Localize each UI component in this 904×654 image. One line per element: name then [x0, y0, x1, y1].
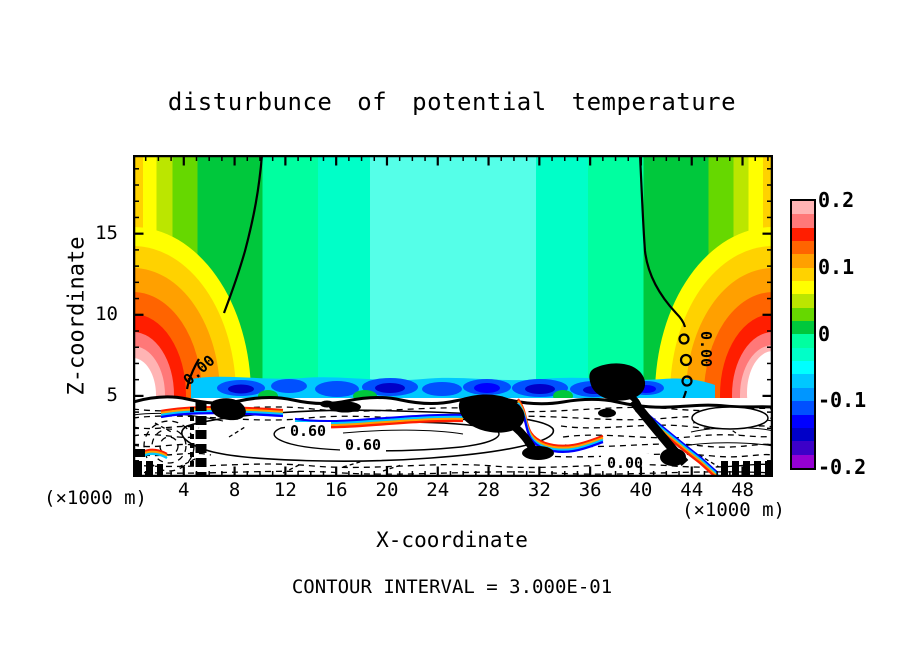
colorbar-band — [792, 454, 814, 468]
x-tick-label: 20 — [375, 479, 399, 501]
colorbar-band — [792, 307, 814, 322]
z-tick-label: 5 — [106, 383, 118, 406]
svg-text:0.00: 0.00 — [607, 454, 643, 472]
svg-text:0.60: 0.60 — [345, 436, 381, 454]
x-tick-label: 12 — [273, 479, 297, 501]
x-tick-label: 44 — [680, 479, 704, 501]
colorbar-tick-label: 0.1 — [818, 254, 855, 279]
zero-contour-lines — [185, 154, 693, 413]
colorbar-band — [792, 361, 814, 375]
colorbar-band — [792, 241, 814, 255]
colorbar-band — [792, 294, 814, 308]
left-warm-fan — [133, 227, 251, 398]
x-axis-label: X-coordinate — [376, 528, 528, 552]
colorbar-band — [792, 387, 814, 402]
x-tick-label: 40 — [629, 479, 653, 501]
colorbar-band — [792, 401, 814, 415]
contour-interval-note: CONTOUR INTERVAL = 3.000E-01 — [291, 576, 613, 598]
svg-text:0.00: 0.00 — [697, 331, 715, 367]
colorbar-band — [792, 281, 814, 295]
boundary-layer-labels: 0.60 0.60 0.00 — [285, 422, 649, 472]
z-tick-label: 15 — [95, 221, 118, 244]
plot-area: 0.00 0.00 — [132, 154, 774, 481]
x-tick-label: 16 — [324, 479, 348, 501]
colorbar — [790, 199, 816, 470]
x-tick-label: 32 — [527, 479, 551, 501]
colorbar-band — [792, 441, 814, 455]
colorbar-labels: 0.2 0.1 0 -0.1 -0.2 — [818, 188, 878, 489]
svg-text:0.60: 0.60 — [290, 422, 326, 440]
x-tick-label: 4 — [178, 479, 190, 501]
x-tick-label: 36 — [578, 479, 602, 501]
x-tick-label: 8 — [228, 479, 241, 501]
colorbar-band — [792, 321, 814, 335]
colorbar-band — [792, 334, 814, 348]
axis-ticks — [134, 156, 772, 476]
plot-frame — [132, 154, 774, 478]
right-warm-fan — [655, 227, 773, 398]
colorbar-band — [792, 254, 814, 268]
turbulent-clusters — [133, 363, 772, 477]
colorbar-band — [792, 374, 814, 388]
colorbar-band — [792, 347, 814, 362]
colorbar-tick-label: 0 — [818, 321, 831, 346]
colorbar-band — [792, 214, 814, 228]
z-axis-tick-labels: 5 10 15 — [0, 155, 126, 477]
colorbar-band — [792, 427, 814, 442]
colorbar-tick-label: -0.2 — [818, 455, 867, 479]
zero-contour-label-right: 0.00 — [697, 331, 715, 367]
colorbar-band — [792, 227, 814, 242]
colorbar-band — [792, 201, 814, 215]
x-tick-label: 48 — [731, 479, 754, 501]
colorbar-band — [792, 267, 814, 282]
z-tick-label: 10 — [95, 302, 118, 325]
x-axis-tick-labels: 4 8 12 16 20 24 28 32 36 40 44 48 — [133, 479, 793, 501]
contour-plot: 0.00 0.00 — [132, 154, 774, 481]
colorbar-band — [792, 414, 814, 428]
x-tick-label: 28 — [477, 479, 500, 501]
x-axis-unit: (×1000 m) — [682, 499, 785, 521]
x-tick-label: 24 — [426, 479, 450, 501]
interface-contour — [132, 395, 774, 409]
chart-title: disturbunce of potential temperature — [167, 88, 737, 116]
colorbar-tick-label: 0.2 — [818, 188, 855, 212]
colorbar-tick-label: -0.1 — [818, 388, 867, 413]
white-oval-contour — [691, 406, 769, 430]
z-axis-unit: (×1000 m) — [44, 487, 147, 509]
